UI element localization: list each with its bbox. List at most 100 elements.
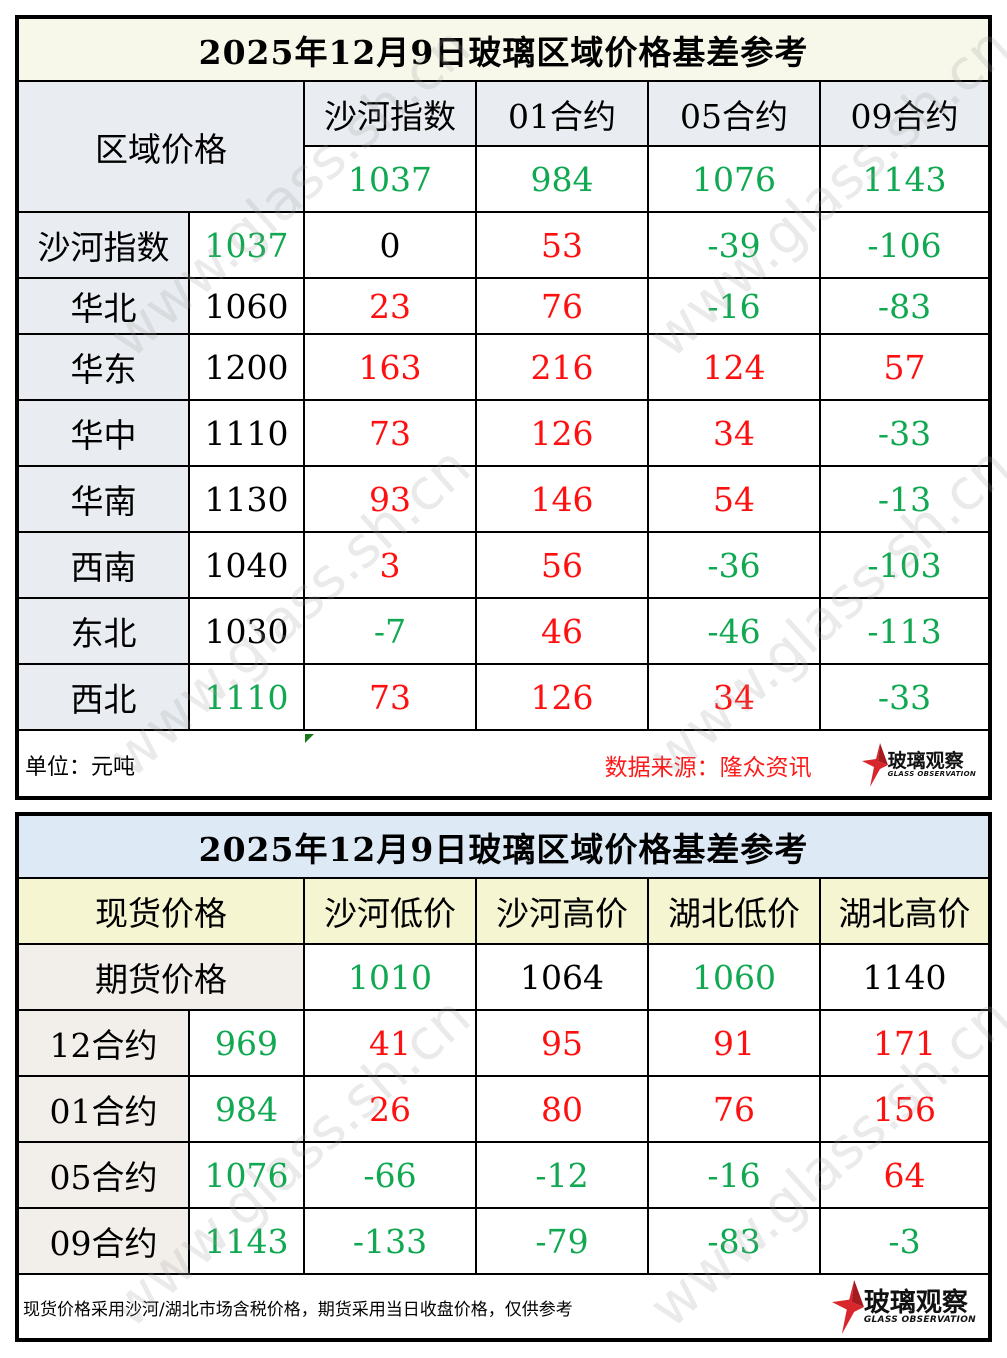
- unit-label: 单位：元吨: [25, 754, 136, 780]
- futures-price-label: 期货价格: [19, 943, 305, 1011]
- basis-value: -113: [819, 597, 988, 665]
- col-header: 01合约: [475, 80, 649, 147]
- basis-value: -13: [819, 465, 988, 533]
- table2-title: 2025年12月9日玻璃区域价格基差参考: [19, 816, 988, 879]
- basis-value: -3: [819, 1207, 988, 1275]
- basis-value: 34: [647, 663, 821, 731]
- basis-value: 73: [303, 663, 477, 731]
- table-row: 05合约 1076 -66 -12 -16 64: [19, 1141, 988, 1209]
- region-price: 1110: [188, 399, 305, 467]
- region-label: 东北: [19, 597, 190, 665]
- col-price: 1143: [819, 145, 988, 213]
- region-label: 西北: [19, 663, 190, 731]
- col-header: 沙河高价: [475, 877, 649, 945]
- basis-value: 57: [819, 333, 988, 401]
- basis-value: 56: [475, 531, 649, 599]
- contract-label: 12合约: [19, 1009, 190, 1077]
- basis-value: 76: [475, 277, 649, 335]
- region-label: 沙河指数: [19, 211, 190, 279]
- col-price: 1010: [303, 943, 477, 1011]
- basis-value: 0: [303, 211, 477, 279]
- basis-value: -16: [647, 1141, 821, 1209]
- regional-basis-table-panel: 2025年12月9日玻璃区域价格基差参考 区域价格 沙河指数 01合约 05合约…: [15, 15, 992, 800]
- basis-value: 93: [303, 465, 477, 533]
- table-row: 华南 1130 93 146 54 -13: [19, 465, 988, 533]
- basis-value: 126: [475, 663, 649, 731]
- col-price: 1060: [647, 943, 821, 1011]
- basis-value: 54: [647, 465, 821, 533]
- table1-title: 2025年12月9日玻璃区域价格基差参考: [19, 19, 988, 82]
- region-label: 华北: [19, 277, 190, 335]
- basis-value: 146: [475, 465, 649, 533]
- basis-value: 26: [303, 1075, 477, 1143]
- col-price: 984: [475, 145, 649, 213]
- basis-value: 156: [819, 1075, 988, 1143]
- table-row: 东北 1030 -7 46 -46 -113: [19, 597, 988, 665]
- table-row: 华中 1110 73 126 34 -33: [19, 399, 988, 467]
- basis-value: -16: [647, 277, 821, 335]
- basis-value: 23: [303, 277, 477, 335]
- contract-price: 1143: [188, 1207, 305, 1275]
- table-row: 01合约 984 26 80 76 156: [19, 1075, 988, 1143]
- basis-value: 124: [647, 333, 821, 401]
- region-price: 1200: [188, 333, 305, 401]
- cell-comment-marker: [305, 734, 314, 743]
- region-price: 1040: [188, 531, 305, 599]
- col-header: 湖北低价: [647, 877, 821, 945]
- futures-basis-table-panel: 2025年12月9日玻璃区域价格基差参考 现货价格 沙河低价 沙河高价 湖北低价…: [15, 812, 992, 1342]
- basis-value: 171: [819, 1009, 988, 1077]
- basis-value: -36: [647, 531, 821, 599]
- contract-label: 09合约: [19, 1207, 190, 1275]
- basis-value: 163: [303, 333, 477, 401]
- basis-value: 91: [647, 1009, 821, 1077]
- basis-value: -103: [819, 531, 988, 599]
- region-label: 华东: [19, 333, 190, 401]
- basis-value: -66: [303, 1141, 477, 1209]
- basis-value: -39: [647, 211, 821, 279]
- table-row: 华东 1200 163 216 124 57: [19, 333, 988, 401]
- region-price: 1110: [188, 663, 305, 731]
- col-header: 沙河指数: [303, 80, 477, 147]
- contract-price: 984: [188, 1075, 305, 1143]
- region-price: 1030: [188, 597, 305, 665]
- basis-value: -83: [647, 1207, 821, 1275]
- region-label: 华中: [19, 399, 190, 467]
- contract-label: 01合约: [19, 1075, 190, 1143]
- col-header: 05合约: [647, 80, 821, 147]
- col-price: 1037: [303, 145, 477, 213]
- table-row: 西南 1040 3 56 -36 -103: [19, 531, 988, 599]
- data-source-label: 数据来源：隆众资讯: [604, 754, 812, 781]
- basis-value: 95: [475, 1009, 649, 1077]
- table-row: 09合约 1143 -133 -79 -83 -3: [19, 1207, 988, 1275]
- glass-observation-logo: 玻璃观察 GLASS OBSERVATION: [831, 1278, 976, 1336]
- corner-label-regional-price: 区域价格: [19, 80, 305, 213]
- basis-value: 53: [475, 211, 649, 279]
- region-price: 1037: [188, 211, 305, 279]
- basis-value: -7: [303, 597, 477, 665]
- futures-basis-table: 2025年12月9日玻璃区域价格基差参考 现货价格 沙河低价 沙河高价 湖北低价…: [19, 816, 988, 1275]
- basis-value: 216: [475, 333, 649, 401]
- region-label: 华南: [19, 465, 190, 533]
- basis-value: 3: [303, 531, 477, 599]
- contract-price: 969: [188, 1009, 305, 1077]
- col-price: 1064: [475, 943, 649, 1011]
- red-star-icon: [861, 742, 888, 787]
- basis-value: 41: [303, 1009, 477, 1077]
- table1-footer: 单位：元吨 数据来源：隆众资讯 玻璃观察 GLASS OBSERVATION: [19, 733, 988, 796]
- glass-observation-logo: 玻璃观察 GLASS OBSERVATION: [861, 742, 976, 787]
- table2-footer: 现货价格采用沙河/湖北市场含税价格，期货采用当日收盘价格，仅供参考 玻璃观察 G…: [19, 1276, 988, 1338]
- basis-value: -12: [475, 1141, 649, 1209]
- table-row: 沙河指数 1037 0 53 -39 -106: [19, 211, 988, 279]
- footnote: 现货价格采用沙河/湖北市场含税价格，期货采用当日收盘价格，仅供参考: [23, 1299, 573, 1320]
- red-star-icon: [831, 1278, 864, 1336]
- region-price: 1060: [188, 277, 305, 335]
- contract-label: 05合约: [19, 1141, 190, 1209]
- col-price: 1076: [647, 145, 821, 213]
- basis-value: -83: [819, 277, 988, 335]
- basis-value: 80: [475, 1075, 649, 1143]
- basis-value: 73: [303, 399, 477, 467]
- col-header: 沙河低价: [303, 877, 477, 945]
- spot-price-label: 现货价格: [19, 877, 305, 945]
- col-header: 09合约: [819, 80, 988, 147]
- basis-value: -33: [819, 399, 988, 467]
